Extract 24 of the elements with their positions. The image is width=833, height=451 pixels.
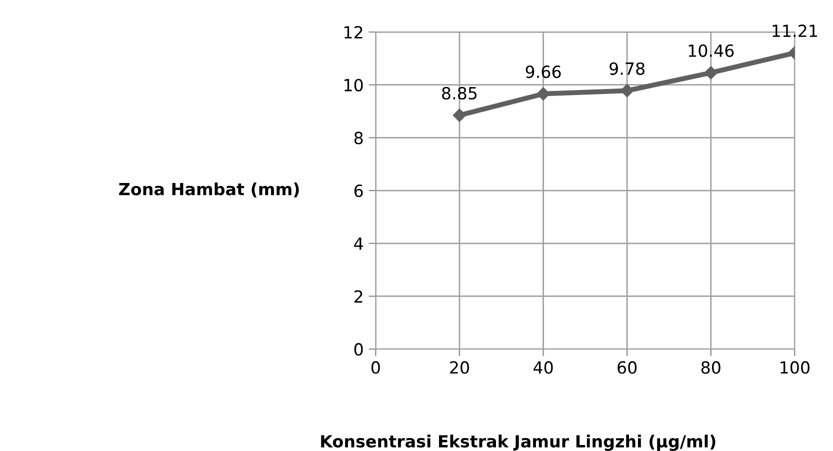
point — [452, 108, 466, 122]
x-tick-label: 100 — [780, 361, 810, 374]
y-tick-label: 8 — [354, 132, 363, 144]
point — [536, 87, 550, 100]
data-label: 9.78 — [610, 62, 644, 75]
y-tick-label: 6 — [354, 184, 363, 198]
y-tick-label: 10 — [344, 78, 363, 92]
x-tick-label: 20 — [450, 361, 469, 374]
x-tick-label: 40 — [533, 361, 553, 374]
y-tick-label: 12 — [344, 26, 362, 38]
point — [620, 84, 634, 98]
y-axis-title: Zona Hambat (mm) — [119, 182, 299, 198]
point — [704, 66, 718, 80]
data-label: 10.46 — [688, 44, 734, 57]
y-tick-label: 4 — [354, 238, 363, 250]
x-tick-label: 80 — [701, 361, 720, 374]
data-label: 8.85 — [442, 86, 477, 100]
x-axis-title: Konsentrasi Ekstrak Jamur Lingzhi (µg/ml) — [321, 434, 716, 451]
y-tick-label: 0 — [354, 343, 363, 356]
data-label: 11.21 — [772, 24, 817, 37]
x-tick-label: 60 — [618, 361, 637, 374]
y-tick-label: 2 — [354, 290, 362, 303]
data-label: 9.66 — [526, 66, 561, 78]
x-tick-label: 0 — [371, 361, 380, 374]
